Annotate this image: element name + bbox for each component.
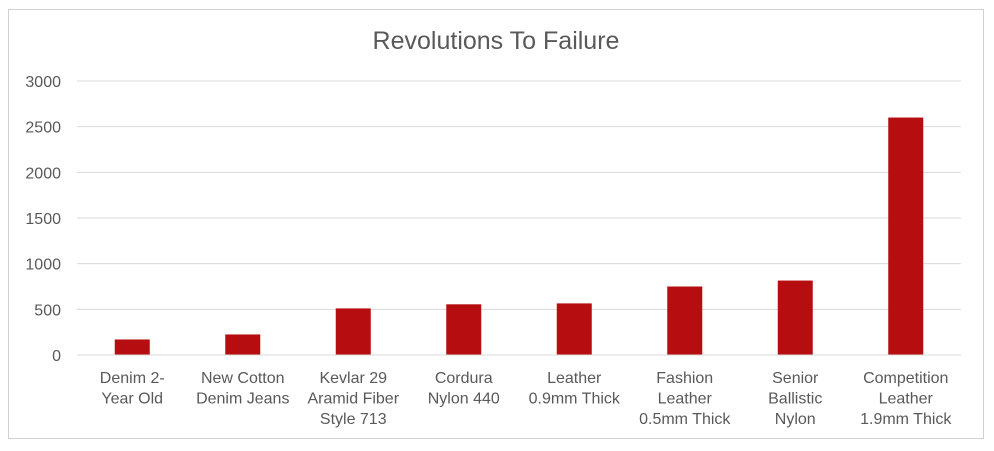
chart-title: Revolutions To Failure bbox=[373, 27, 620, 55]
bar bbox=[556, 303, 592, 355]
x-category-label-line: Denim 2- bbox=[100, 370, 165, 387]
bar bbox=[667, 286, 703, 355]
x-category-label-line: Leather bbox=[879, 391, 934, 408]
x-category-label-line: 0.5mm Thick bbox=[639, 411, 731, 428]
x-category-label-line: Competition bbox=[863, 370, 948, 387]
x-category-label-line: Denim Jeans bbox=[196, 391, 289, 408]
x-category-label-line: Nylon bbox=[775, 411, 816, 428]
y-tick-label: 0 bbox=[52, 348, 61, 365]
y-tick-label: 500 bbox=[34, 302, 61, 319]
x-category-label: Fashion Leather 0.5mm Thick bbox=[639, 370, 731, 428]
x-category-label: Senior Ballistic Nylon bbox=[768, 370, 822, 428]
x-axis-labels: Denim 2- Year Old New Cotton Denim Jeans Kev… bbox=[100, 370, 953, 428]
x-category-label: Cordura Nylon 440 bbox=[428, 370, 500, 408]
x-category-label-line: Senior bbox=[772, 370, 819, 387]
bars bbox=[114, 117, 924, 356]
bar bbox=[888, 117, 924, 356]
x-category-label-line: Aramid Fiber bbox=[307, 391, 399, 408]
grid-lines bbox=[77, 80, 961, 310]
x-category-label-line: Kevlar 29 bbox=[319, 370, 387, 387]
y-tick-label: 1500 bbox=[25, 211, 61, 228]
x-category-label: Competition Leather 1.9mm Thick bbox=[860, 370, 952, 428]
x-category-label-line: Cordura bbox=[435, 370, 493, 387]
y-tick-label: 2000 bbox=[25, 165, 61, 182]
x-category-label: Kevlar 29 Aramid Fiber Style 713 bbox=[307, 370, 399, 428]
x-category-label-line: Ballistic bbox=[768, 391, 822, 408]
bar bbox=[225, 334, 261, 355]
x-category-label: Denim 2- Year Old bbox=[100, 370, 165, 408]
y-tick-label: 2500 bbox=[25, 120, 61, 137]
x-category-label-line: Fashion bbox=[656, 370, 713, 387]
y-tick-label: 1000 bbox=[25, 257, 61, 274]
x-category-label-line: Style 713 bbox=[320, 411, 387, 428]
y-axis-ticks: 0 500 1000 1500 2000 2500 3000 bbox=[25, 74, 61, 365]
x-category-label: New Cotton Denim Jeans bbox=[196, 370, 289, 408]
bar bbox=[114, 339, 150, 355]
x-category-label: Leather 0.9mm Thick bbox=[529, 370, 621, 408]
x-category-label-line: 1.9mm Thick bbox=[860, 411, 952, 428]
x-category-label-line: Year Old bbox=[101, 391, 163, 408]
x-category-label-line: Leather bbox=[547, 370, 602, 387]
y-tick-label: 3000 bbox=[25, 74, 61, 91]
bar bbox=[446, 304, 482, 355]
bar bbox=[335, 308, 371, 355]
bar bbox=[777, 280, 813, 355]
x-category-label-line: New Cotton bbox=[201, 370, 285, 387]
x-category-label-line: 0.9mm Thick bbox=[529, 391, 621, 408]
x-category-label-line: Leather bbox=[658, 391, 713, 408]
x-category-label-line: Nylon 440 bbox=[428, 391, 500, 408]
